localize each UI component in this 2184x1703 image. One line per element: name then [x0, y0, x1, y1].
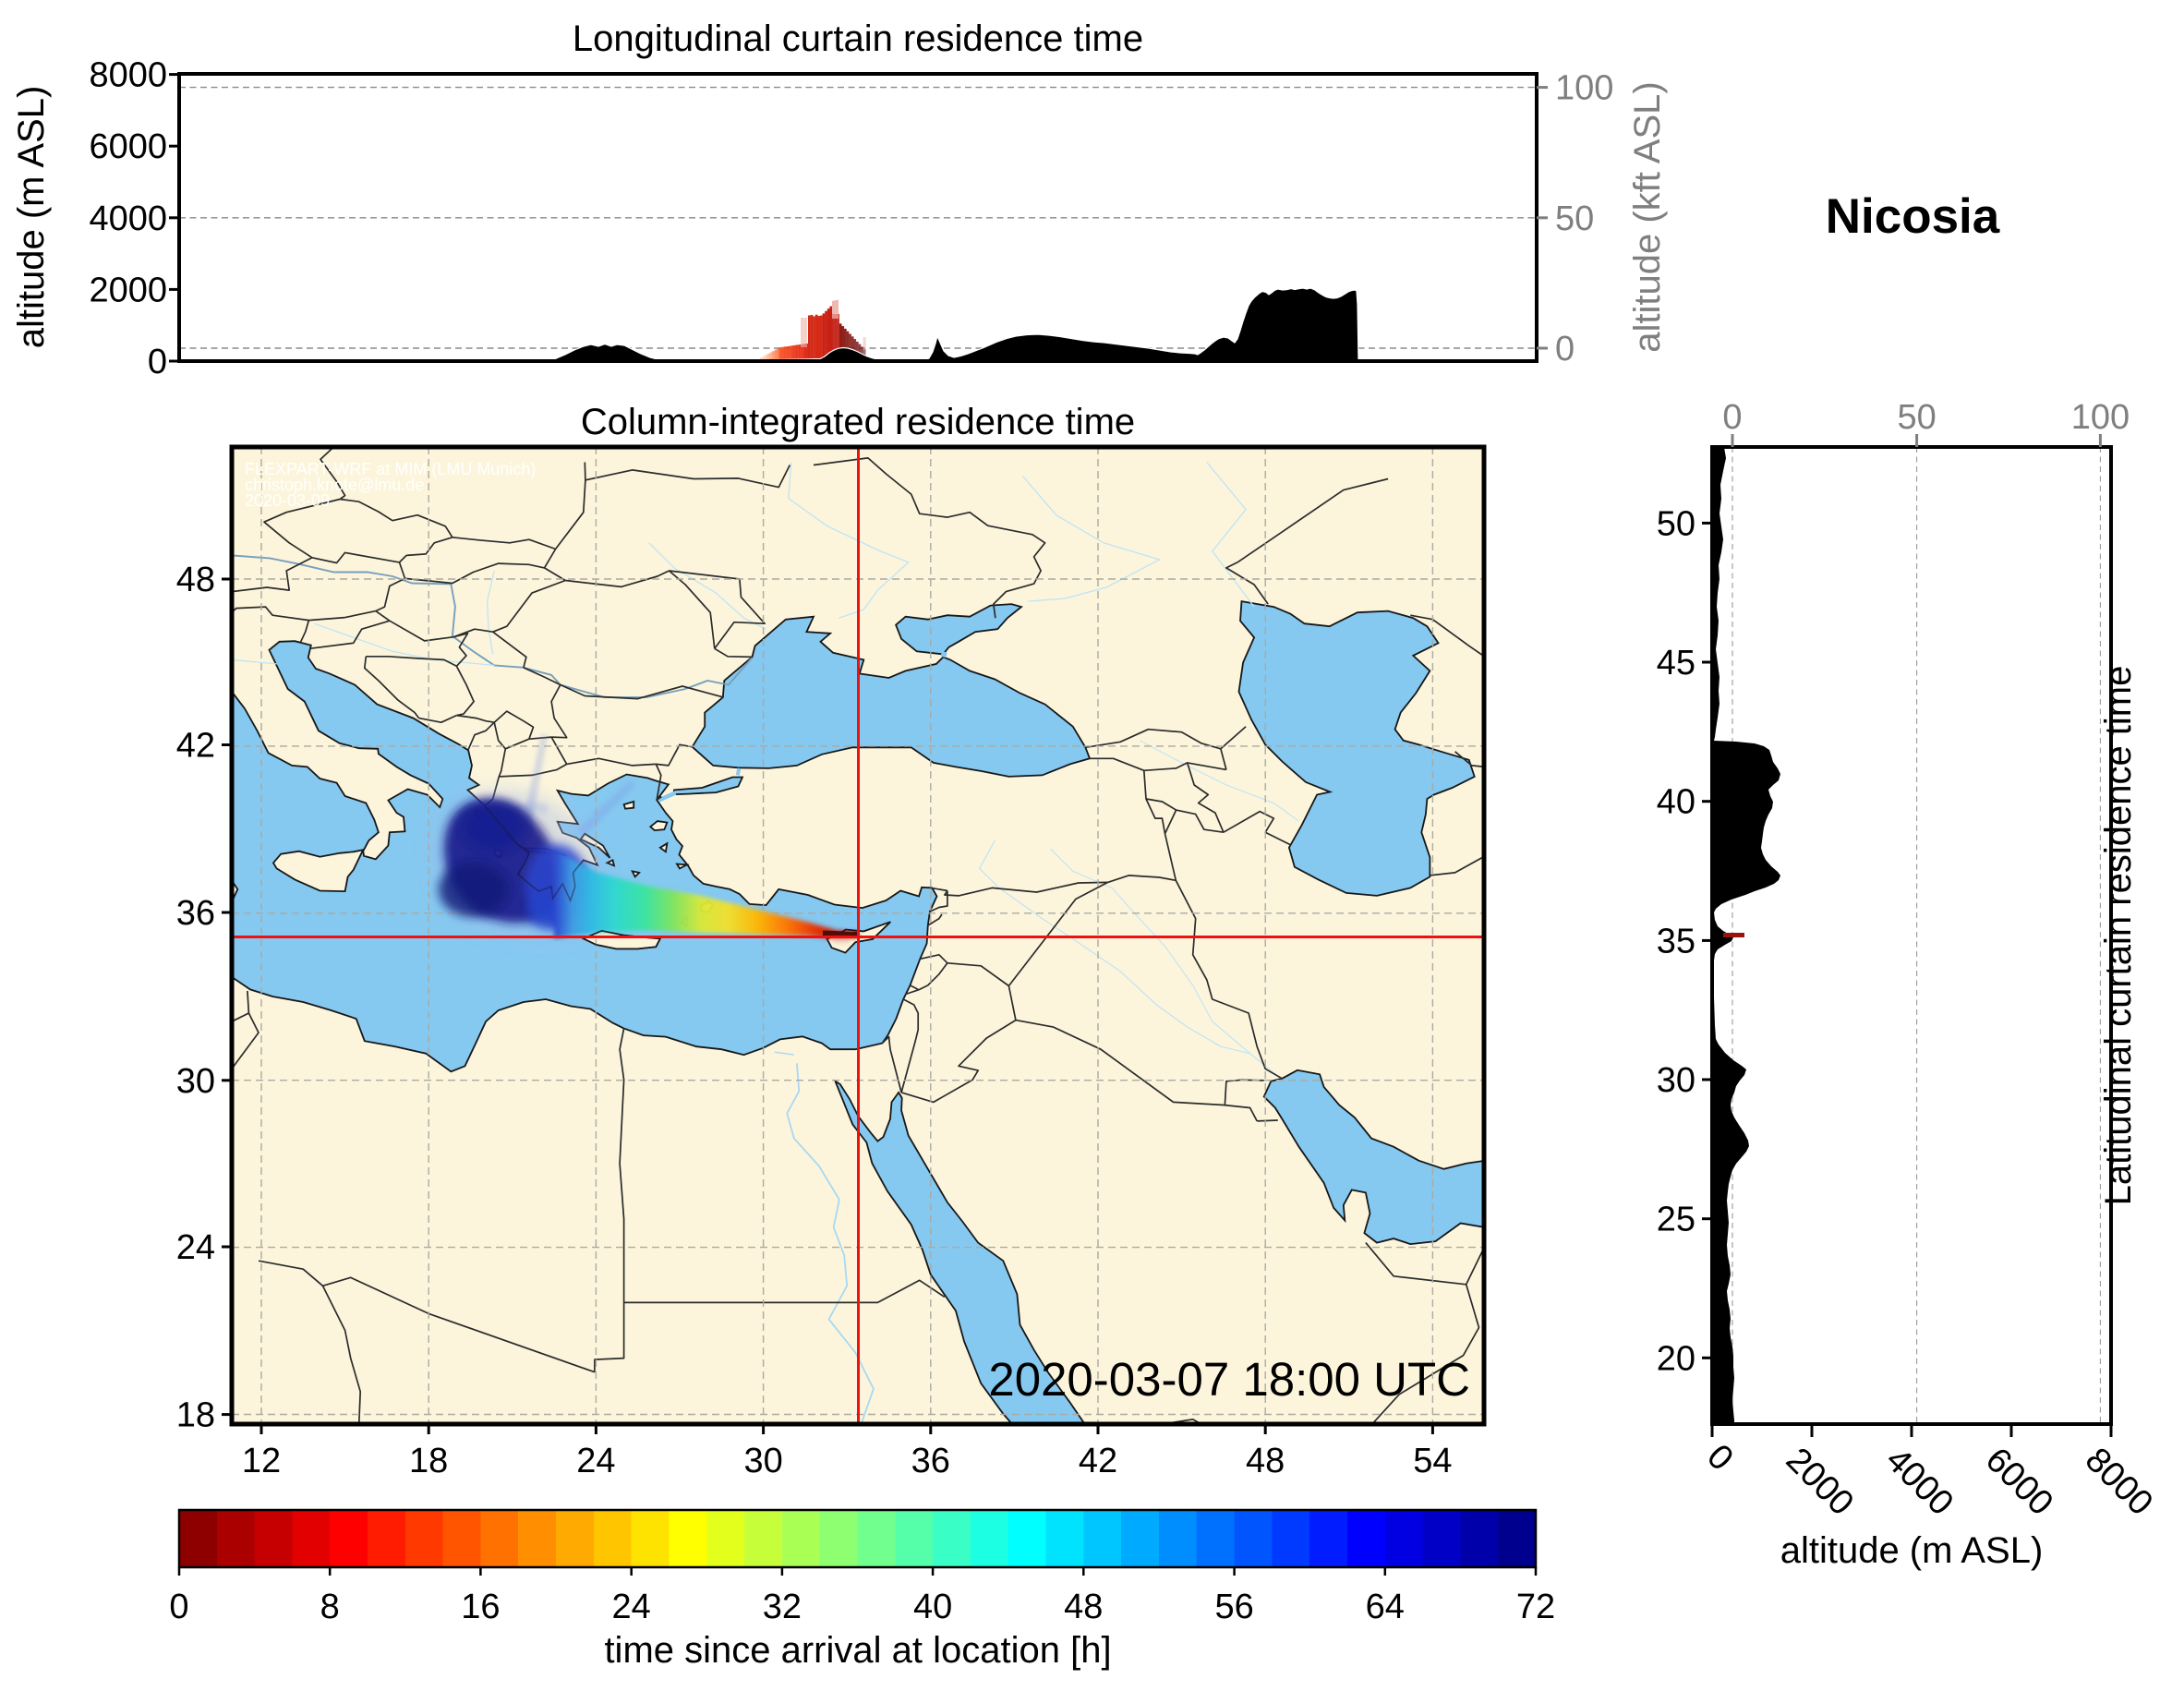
svg-text:32: 32: [763, 1588, 802, 1626]
svg-text:36: 36: [176, 894, 215, 933]
svg-text:0: 0: [1555, 330, 1575, 368]
svg-text:time since arrival at location: time since arrival at location [h]: [604, 1630, 1111, 1671]
svg-text:0: 0: [1722, 398, 1742, 437]
svg-text:2020-03-07 18:00 UTC: 2020-03-07 18:00 UTC: [988, 1353, 1470, 1406]
svg-text:50: 50: [1897, 398, 1936, 437]
svg-text:Latitudinal curtain residence: Latitudinal curtain residence time: [2098, 666, 2139, 1206]
svg-text:30: 30: [743, 1442, 782, 1480]
svg-text:45: 45: [1657, 644, 1695, 682]
svg-text:6000: 6000: [89, 127, 167, 166]
svg-text:0: 0: [169, 1588, 188, 1626]
svg-text:altitude (m ASL): altitude (m ASL): [1780, 1530, 2044, 1571]
svg-text:0: 0: [148, 343, 167, 381]
svg-text:altitude (kft ASL): altitude (kft ASL): [1627, 81, 1668, 352]
svg-text:100: 100: [2071, 398, 2130, 437]
svg-text:Longitudinal curtain residence: Longitudinal curtain residence time: [573, 18, 1143, 59]
svg-text:8000: 8000: [89, 56, 167, 95]
svg-text:2000: 2000: [89, 271, 167, 309]
svg-text:18: 18: [176, 1396, 215, 1435]
svg-text:altitude (m ASL): altitude (m ASL): [11, 86, 52, 349]
svg-text:56: 56: [1214, 1588, 1253, 1626]
svg-text:42: 42: [1079, 1442, 1117, 1480]
svg-text:36: 36: [911, 1442, 950, 1480]
svg-text:18: 18: [409, 1442, 448, 1480]
svg-text:Nicosia: Nicosia: [1826, 189, 2000, 244]
svg-text:48: 48: [1064, 1588, 1103, 1626]
svg-text:48: 48: [1246, 1442, 1285, 1480]
svg-text:4000: 4000: [89, 199, 167, 238]
svg-text:72: 72: [1516, 1588, 1555, 1626]
svg-text:2020-03-09: 2020-03-09: [245, 491, 330, 510]
svg-text:48: 48: [176, 561, 215, 599]
svg-text:FLEXPART-WRF at MIM (LMU Munic: FLEXPART-WRF at MIM (LMU Munich): [245, 460, 536, 478]
svg-text:50: 50: [1555, 199, 1594, 238]
svg-text:30: 30: [1657, 1061, 1695, 1100]
svg-text:42: 42: [176, 727, 215, 766]
svg-text:8: 8: [320, 1588, 340, 1626]
svg-text:40: 40: [1657, 783, 1695, 822]
svg-text:40: 40: [913, 1588, 952, 1626]
svg-text:20: 20: [1657, 1339, 1695, 1378]
svg-text:24: 24: [612, 1588, 651, 1626]
svg-text:30: 30: [176, 1062, 215, 1101]
svg-text:100: 100: [1555, 69, 1613, 108]
svg-text:12: 12: [242, 1442, 281, 1480]
svg-text:64: 64: [1366, 1588, 1405, 1626]
svg-text:24: 24: [576, 1442, 615, 1480]
svg-text:35: 35: [1657, 922, 1695, 960]
svg-text:christoph.knote@lmu.de: christoph.knote@lmu.de: [245, 476, 424, 494]
svg-text:25: 25: [1657, 1201, 1695, 1239]
svg-text:Column-integrated residence ti: Column-integrated residence time: [581, 402, 1135, 442]
svg-text:24: 24: [176, 1228, 215, 1267]
svg-text:54: 54: [1413, 1442, 1452, 1480]
svg-text:16: 16: [461, 1588, 500, 1626]
svg-text:50: 50: [1657, 504, 1695, 543]
